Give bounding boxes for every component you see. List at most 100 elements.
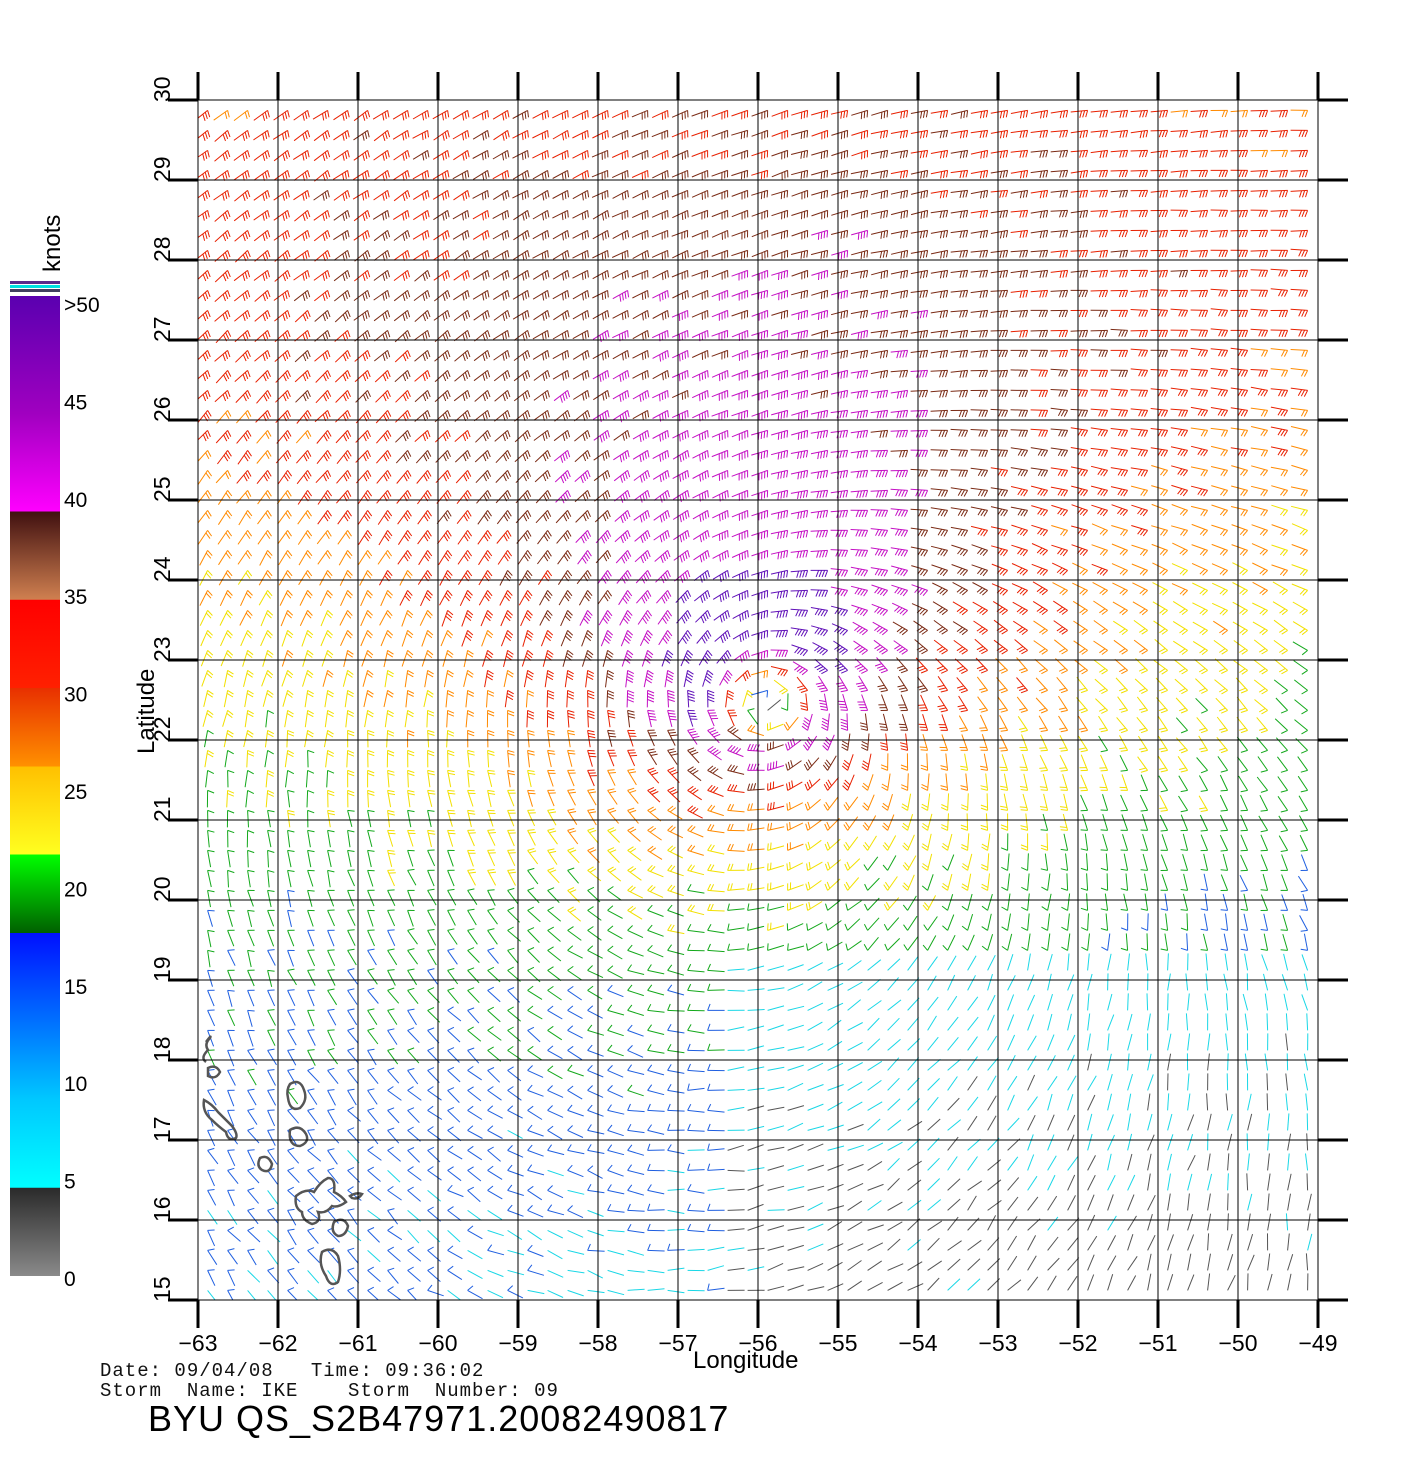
wind-barb: [941, 885, 948, 891]
wind-barb: [567, 1064, 573, 1071]
wind-barb: [690, 826, 696, 832]
wind-barb: [287, 1287, 295, 1291]
wind-vector: [1107, 1174, 1116, 1191]
wind-barb: [327, 1067, 335, 1071]
wind-barb: [1040, 749, 1048, 752]
wind-vector: [487, 1070, 501, 1083]
wind-barb: [669, 788, 677, 793]
wind-vector: [867, 1224, 884, 1231]
wind-vector: [1187, 1114, 1195, 1131]
wind-vector: [347, 1070, 359, 1085]
wind-vector: [847, 858, 861, 871]
wind-barb: [527, 1144, 533, 1151]
wind-vector: [1107, 933, 1111, 951]
wind-vector: [987, 1237, 1000, 1251]
wind-barb: [587, 788, 595, 791]
wind-barb: [227, 949, 235, 951]
wind-barb: [823, 784, 829, 791]
wind-barb: [826, 841, 831, 849]
wind-vector: [807, 880, 822, 891]
wind-vector: [1082, 813, 1089, 831]
wind-vector: [607, 1029, 624, 1037]
wind-barb: [862, 805, 868, 811]
wind-vector: [487, 990, 501, 1003]
wind-vector: [527, 890, 540, 904]
wind-barb: [846, 861, 851, 869]
wind-vector: [1303, 933, 1309, 951]
wind-vector: [927, 975, 937, 991]
wind-vector: [427, 890, 437, 906]
wind-barb: [427, 809, 435, 812]
wind-barb: [727, 943, 730, 951]
wind-vector: [547, 1209, 565, 1216]
wind-barb: [687, 844, 693, 851]
wind-vector: [387, 810, 391, 828]
wind-barb: [670, 924, 675, 932]
wind-barb: [267, 809, 275, 813]
wind-vector: [947, 1076, 958, 1091]
wind-vector: [967, 873, 972, 891]
wind-barb: [247, 1048, 255, 1051]
wind-vector: [1281, 974, 1289, 991]
wind-vector: [587, 1229, 604, 1237]
wind-vector: [1187, 1234, 1195, 1251]
wind-barb: [347, 948, 355, 951]
wind-vector: [1227, 1173, 1229, 1191]
wind-barb: [507, 1204, 513, 1211]
wind-vector: [907, 1017, 919, 1031]
wind-vector: [667, 1267, 685, 1271]
wind-vector: [787, 781, 803, 791]
wind-barb: [627, 807, 635, 811]
wind-barb: [1060, 809, 1068, 811]
wind-vector: [1167, 1253, 1172, 1271]
wind-vector: [767, 826, 785, 831]
wind-vector: [447, 990, 459, 1004]
wind-barb: [567, 887, 575, 891]
wind-barb: [207, 929, 215, 933]
wind-vector: [407, 1250, 422, 1262]
wind-vector: [667, 909, 684, 917]
wind-vector: [947, 1119, 962, 1131]
wind-barb: [447, 987, 455, 991]
wind-vector: [607, 810, 619, 824]
wind-barb: [741, 572, 744, 580]
wind-barb: [922, 944, 928, 951]
wind-barb: [772, 761, 775, 769]
wind-vector: [287, 990, 296, 1007]
wind-barb: [227, 1226, 235, 1231]
wind-barb: [427, 1126, 434, 1131]
wind-vector: [987, 1199, 1002, 1211]
wind-barb: [707, 1043, 711, 1051]
wind-vector: [1067, 893, 1071, 911]
wind-barb: [692, 789, 699, 795]
wind-vector: [847, 836, 859, 851]
wind-barb: [587, 1124, 592, 1131]
wind-barb: [750, 783, 754, 791]
wind-barb: [788, 781, 791, 789]
wind-vector: [1027, 1055, 1037, 1071]
wind-barb: [667, 805, 674, 811]
wind-barb: [447, 1006, 454, 1011]
wind-vector: [1167, 1213, 1171, 1231]
wind-barb: [1180, 909, 1188, 911]
wind-barb: [962, 863, 969, 868]
wind-vector: [1244, 1053, 1249, 1071]
wind-vector: [887, 999, 902, 1011]
wind-vector: [1227, 1233, 1233, 1251]
wind-barb: [567, 808, 575, 811]
wind-vector: [367, 1270, 381, 1282]
wind-vector: [1147, 1093, 1151, 1111]
wind-vector: [207, 1290, 216, 1300]
wind-barb: [327, 1167, 335, 1171]
colorbar-tick-label: 25: [64, 781, 87, 804]
wind-barb: [347, 849, 355, 852]
wind-barb: [627, 1004, 633, 1011]
wind-vector: [1303, 1073, 1309, 1091]
wind-barb: [367, 1127, 375, 1131]
wind-barb: [367, 1166, 375, 1171]
wind-barb: [387, 1146, 394, 1151]
wind-vector: [247, 1090, 257, 1106]
wind-vector: [787, 903, 804, 911]
wind-barb: [567, 1104, 573, 1111]
